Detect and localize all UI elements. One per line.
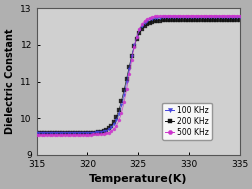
- Y-axis label: Dielectric Constant: Dielectric Constant: [5, 29, 15, 134]
- X-axis label: Temperature(K): Temperature(K): [88, 174, 187, 184]
- Legend: 100 KHz, 200 KHz, 500 KHz: 100 KHz, 200 KHz, 500 KHz: [162, 103, 211, 140]
